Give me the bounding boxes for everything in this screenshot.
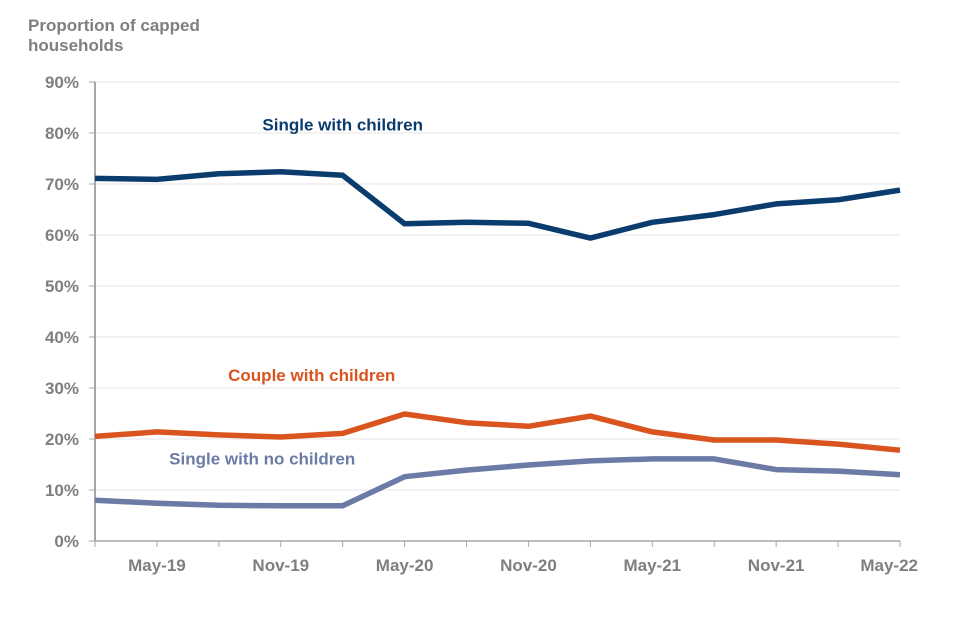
y-tick-label: 0%	[54, 532, 79, 551]
x-tick-label: May-19	[128, 556, 186, 575]
y-tick-label: 20%	[45, 430, 79, 449]
series-label: Single with no children	[169, 450, 355, 469]
y-tick-label: 50%	[45, 277, 79, 296]
gridlines	[95, 81, 900, 491]
y-tick-label: 80%	[45, 124, 79, 143]
y-axis-title: Proportion of capped households	[28, 16, 200, 55]
series-label: Couple with children	[228, 366, 395, 385]
x-tick-labels: May-19 Nov-19 May-20 Nov-20 May-21 Nov-21 May-…	[128, 556, 918, 575]
y-tick-label: 10%	[45, 481, 79, 500]
y-tick-label: 70%	[45, 175, 79, 194]
y-tick-label: 40%	[45, 328, 79, 347]
x-tick-label: May-22	[860, 556, 918, 575]
series-line	[94, 456, 901, 509]
series-labels: Single with children Couple with children…	[169, 115, 423, 468]
y-tick-label: 30%	[45, 379, 79, 398]
axes	[89, 81, 901, 547]
x-tick-label: Nov-19	[252, 556, 309, 575]
y-tick-label: 60%	[45, 226, 79, 245]
series-line	[94, 169, 901, 241]
x-tick-label: May-20	[376, 556, 434, 575]
y-tick-labels: 0% 10% 20% 30% 40% 50% 60% 70% 80% 90%	[45, 73, 79, 551]
series-line	[94, 411, 901, 453]
x-tick-label: Nov-21	[748, 556, 805, 575]
x-tick-label: Nov-20	[500, 556, 557, 575]
y-tick-label: 90%	[45, 73, 79, 92]
x-tick-label: May-21	[623, 556, 681, 575]
series-label: Single with children	[262, 115, 423, 134]
series-lines	[94, 169, 901, 509]
